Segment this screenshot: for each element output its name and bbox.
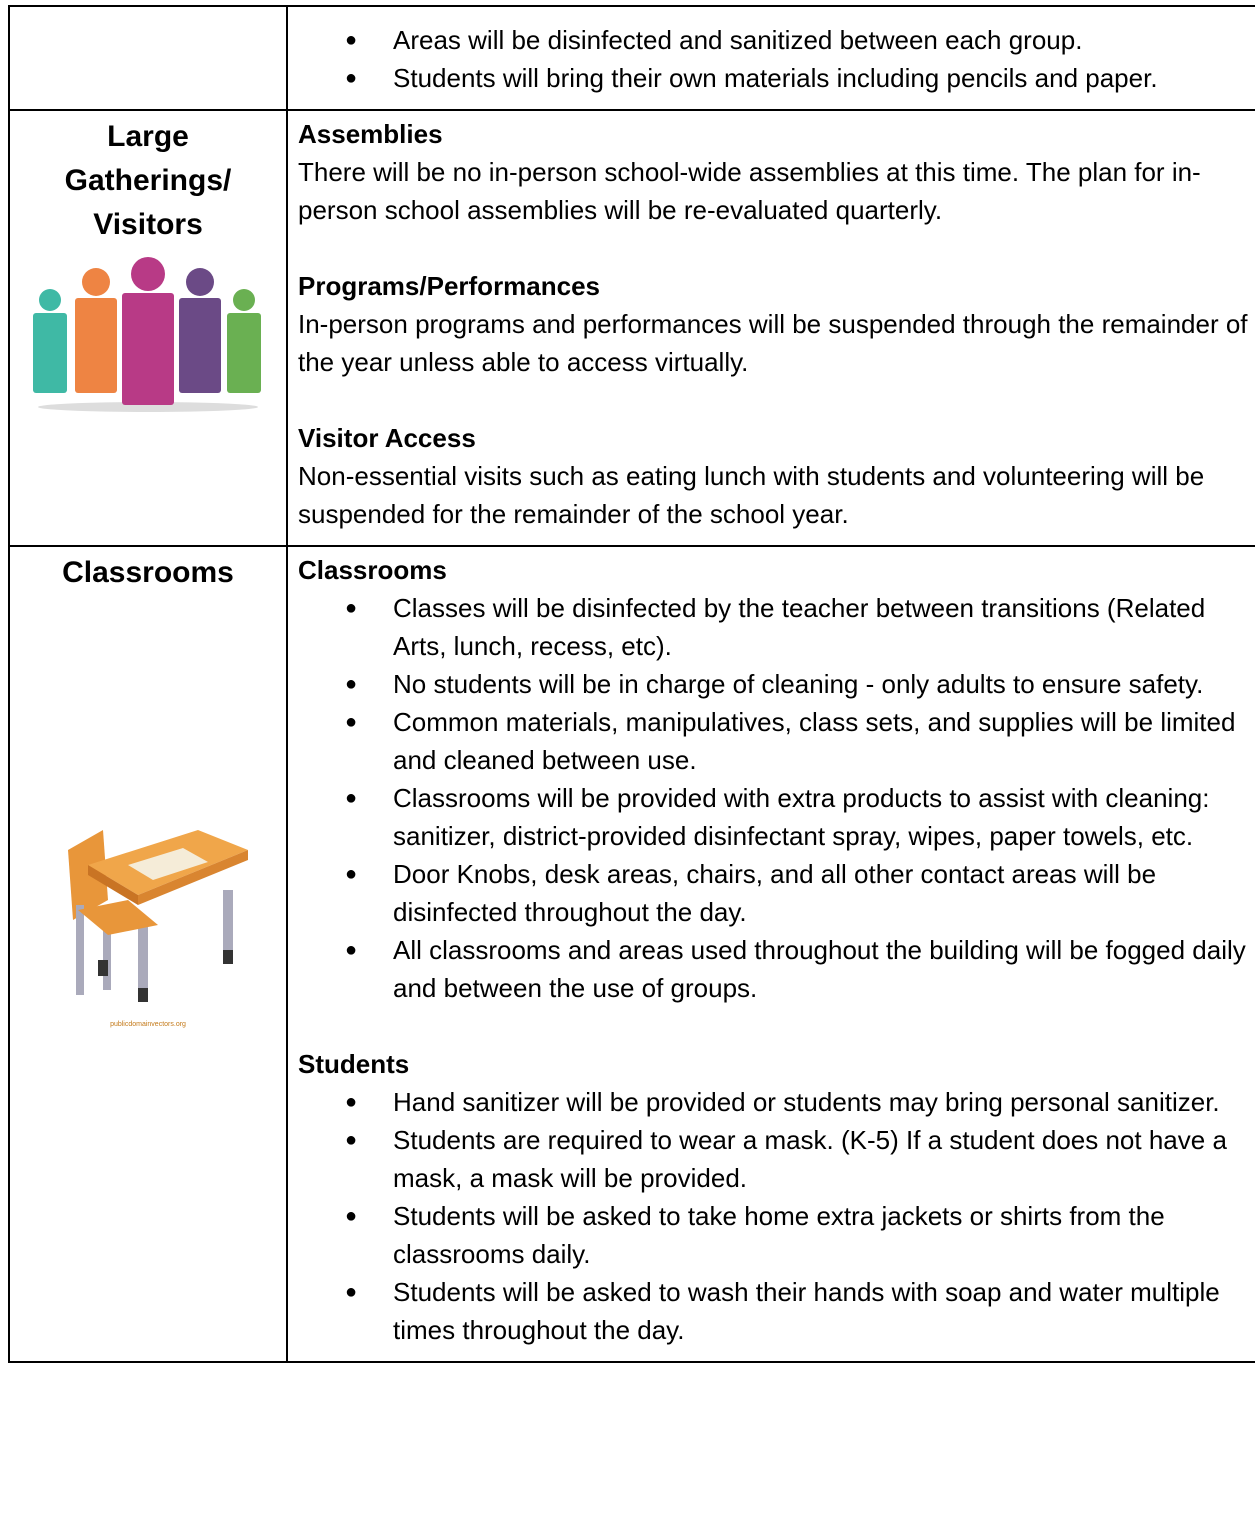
- bullet-item: Door Knobs, desk areas, chairs, and all …: [298, 855, 1255, 931]
- row-heading-cell: Large Gatherings/Visitors: [8, 109, 288, 547]
- row-heading-cell: [8, 5, 288, 111]
- bullet-item: All classrooms and areas used throughout…: [298, 931, 1255, 1007]
- bullet-item: Areas will be disinfected and sanitized …: [298, 21, 1255, 59]
- section: Programs/Performances In-person programs …: [298, 267, 1255, 381]
- section: Students Hand sanitizer will be provided …: [298, 1045, 1255, 1349]
- section-title: Students: [298, 1049, 410, 1079]
- bullet-list: Classes will be disinfected by the teach…: [298, 589, 1255, 1007]
- row-heading: Classrooms: [62, 556, 234, 589]
- section: Classrooms Classes will be disinfected by…: [298, 551, 1255, 1007]
- table-row: Classrooms publicdomainvectors.org Classr…: [8, 545, 1255, 1363]
- bullet-item: Students will bring their own materials …: [298, 59, 1255, 97]
- section: Assemblies There will be no in-person sch…: [298, 115, 1255, 229]
- bullet-item: Common materials, manipulatives, class s…: [298, 703, 1255, 779]
- section-title: Visitor Access: [298, 423, 476, 453]
- row-content-cell: Areas will be disinfected and sanitized …: [286, 5, 1255, 111]
- section: Areas will be disinfected and sanitized …: [298, 21, 1255, 97]
- row-heading: Gatherings/: [64, 164, 232, 197]
- image-credit: publicdomainvectors.org: [110, 1021, 186, 1028]
- section-text: Non-essential visits such as eating lunc…: [298, 461, 1205, 529]
- row-content-cell: Assemblies There will be no in-person sch…: [286, 109, 1255, 547]
- bullet-item: Hand sanitizer will be provided or stude…: [298, 1083, 1255, 1121]
- row-content-cell: Classrooms Classes will be disinfected by…: [286, 545, 1255, 1363]
- row-heading-cell: Classrooms publicdomainvectors.org: [8, 545, 288, 1363]
- table-row: Large Gatherings/Visitors Assemblies There…: [8, 109, 1255, 547]
- people-icon: [33, 257, 261, 412]
- bullet-list: Hand sanitizer will be provided or stude…: [298, 1083, 1255, 1349]
- section-title: Programs/Performances: [298, 271, 601, 301]
- bullet-list: Areas will be disinfected and sanitized …: [298, 21, 1255, 97]
- bullet-item: Classes will be disinfected by the teach…: [298, 589, 1255, 665]
- section-title: Assemblies: [298, 119, 443, 149]
- bullet-item: Students will be asked to take home extr…: [298, 1197, 1255, 1273]
- desk-icon: [68, 830, 248, 1002]
- table-row: Areas will be disinfected and sanitized …: [8, 5, 1255, 111]
- bullet-item: Students will be asked to wash their han…: [298, 1273, 1255, 1349]
- section-text: In-person programs and performances will…: [298, 309, 1248, 377]
- row-heading: Visitors: [93, 208, 203, 241]
- bullet-item: Classrooms will be provided with extra p…: [298, 779, 1255, 855]
- section-text: There will be no in-person school-wide a…: [298, 157, 1201, 225]
- section: Visitor Access Non-essential visits such …: [298, 419, 1255, 533]
- bullet-item: No students will be in charge of cleanin…: [298, 665, 1255, 703]
- row-heading: Large: [107, 120, 189, 153]
- document-table: Areas will be disinfected and sanitized …: [8, 5, 1255, 1363]
- section-title: Classrooms: [298, 555, 447, 585]
- bullet-item: Students are required to wear a mask. (K…: [298, 1121, 1255, 1197]
